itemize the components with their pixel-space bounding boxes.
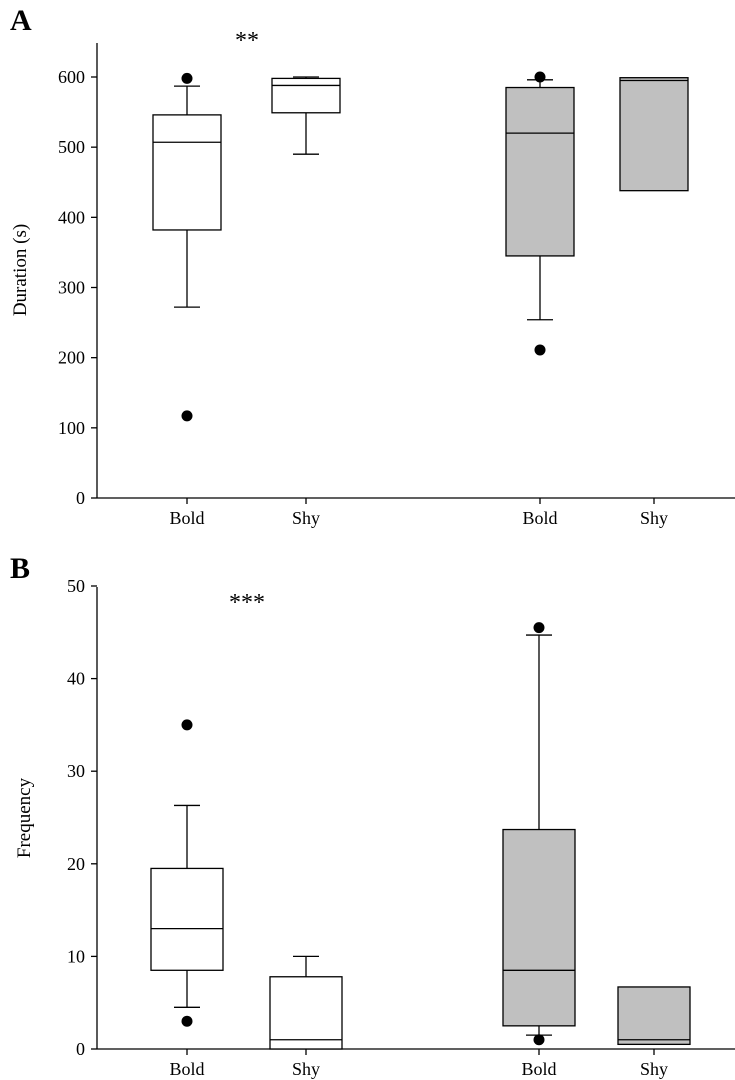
outlier-point [181, 1015, 193, 1027]
box-iqr [271, 77, 341, 114]
box-iqr [269, 976, 343, 1050]
y-tick-label: 400 [58, 207, 85, 227]
y-tick-label: 500 [58, 137, 85, 157]
outlier-point [534, 71, 546, 83]
outlier-point [534, 344, 546, 356]
outlier-point [533, 622, 545, 634]
box-iqr [617, 986, 691, 1046]
outlier-point [181, 719, 193, 731]
y-tick-label: 10 [67, 946, 85, 966]
panel-label: A [10, 4, 32, 37]
y-tick-label: 600 [58, 67, 85, 87]
y-tick-label: 20 [67, 854, 85, 874]
y-axis-title: Duration (s) [10, 224, 31, 316]
outlier-point [181, 410, 193, 422]
y-axis-title: Frequency [14, 777, 35, 858]
y-tick-label: 50 [67, 576, 85, 596]
box-iqr [505, 86, 575, 257]
x-tick-label: Shy [640, 508, 668, 528]
significance-marker: *** [229, 590, 265, 616]
y-tick-label: 30 [67, 761, 85, 781]
x-tick-label: Bold [522, 508, 557, 528]
y-tick-label: 200 [58, 348, 85, 368]
panel-label: B [10, 552, 30, 585]
box-iqr [152, 114, 222, 231]
x-tick-label: Shy [292, 1059, 320, 1079]
x-tick-label: Shy [292, 508, 320, 528]
y-tick-label: 300 [58, 278, 85, 298]
y-tick-label: 100 [58, 418, 85, 438]
significance-marker: ** [235, 28, 259, 54]
x-tick-label: Bold [169, 1059, 204, 1079]
y-tick-label: 0 [76, 1039, 85, 1059]
x-tick-label: Bold [169, 508, 204, 528]
outlier-point [533, 1034, 545, 1046]
box-iqr [502, 828, 576, 1027]
outlier-point [181, 72, 193, 84]
x-tick-label: Bold [521, 1059, 556, 1079]
x-tick-label: Shy [640, 1059, 668, 1079]
box-iqr [619, 77, 689, 192]
y-tick-label: 40 [67, 669, 85, 689]
box-iqr [150, 867, 224, 971]
y-tick-label: 0 [76, 488, 85, 508]
